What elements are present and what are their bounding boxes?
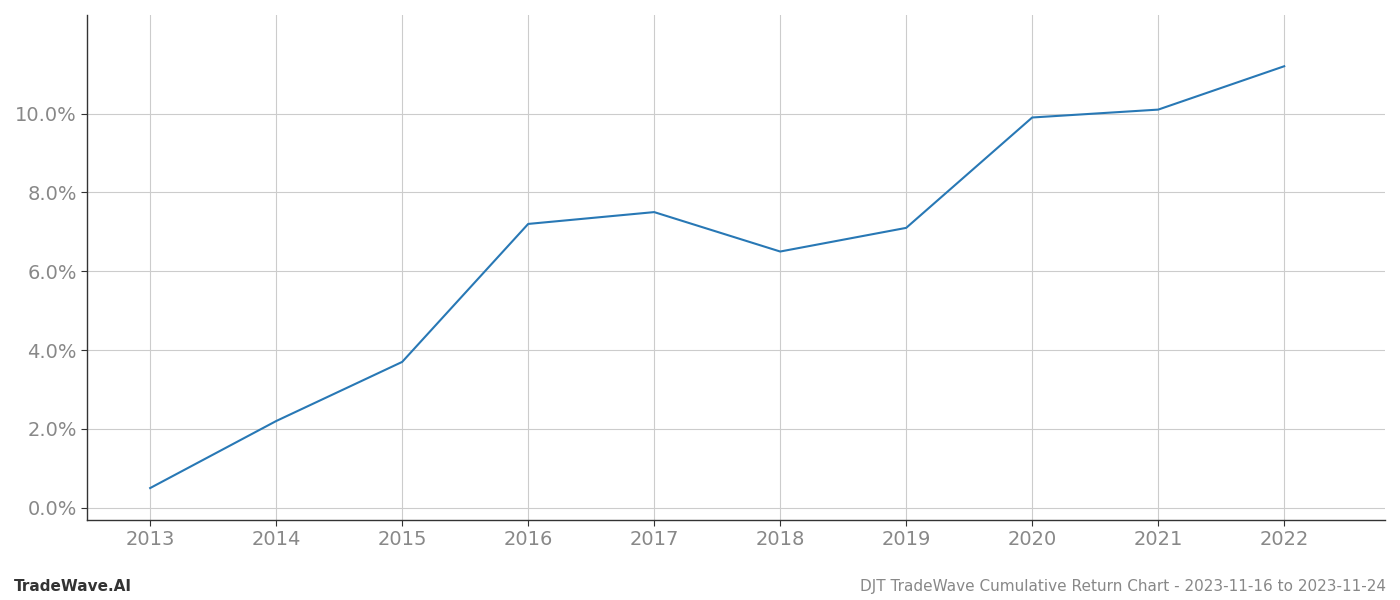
- Text: TradeWave.AI: TradeWave.AI: [14, 579, 132, 594]
- Text: DJT TradeWave Cumulative Return Chart - 2023-11-16 to 2023-11-24: DJT TradeWave Cumulative Return Chart - …: [860, 579, 1386, 594]
